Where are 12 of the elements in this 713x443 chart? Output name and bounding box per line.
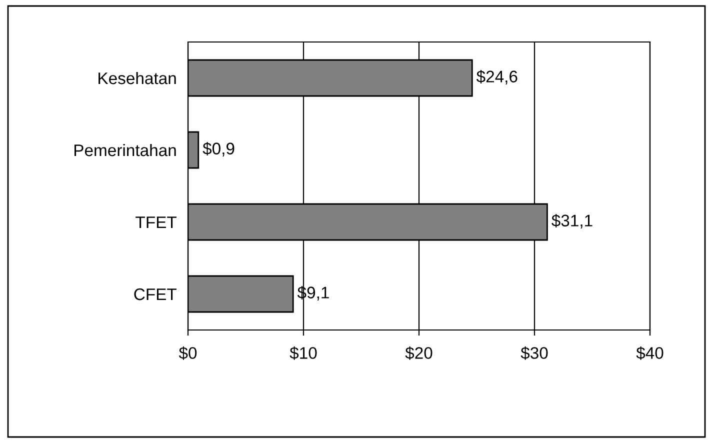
x-tick-label: $40 <box>636 346 664 360</box>
y-tick-label: TFET <box>136 216 177 228</box>
x-tick-label: $0 <box>178 346 197 360</box>
y-tick-label: Kesehatan <box>98 72 176 84</box>
y-tick-label: CFET <box>134 288 177 300</box>
data-label: $31,1 <box>552 214 592 228</box>
data-label: $24,6 <box>476 70 518 84</box>
x-tick-label: $30 <box>520 346 548 360</box>
y-tick-label: Pemerintahan <box>74 144 176 156</box>
x-tick-label: $10 <box>290 346 317 360</box>
data-label: $0,9 <box>202 142 234 156</box>
x-tick-label: $20 <box>405 346 432 360</box>
